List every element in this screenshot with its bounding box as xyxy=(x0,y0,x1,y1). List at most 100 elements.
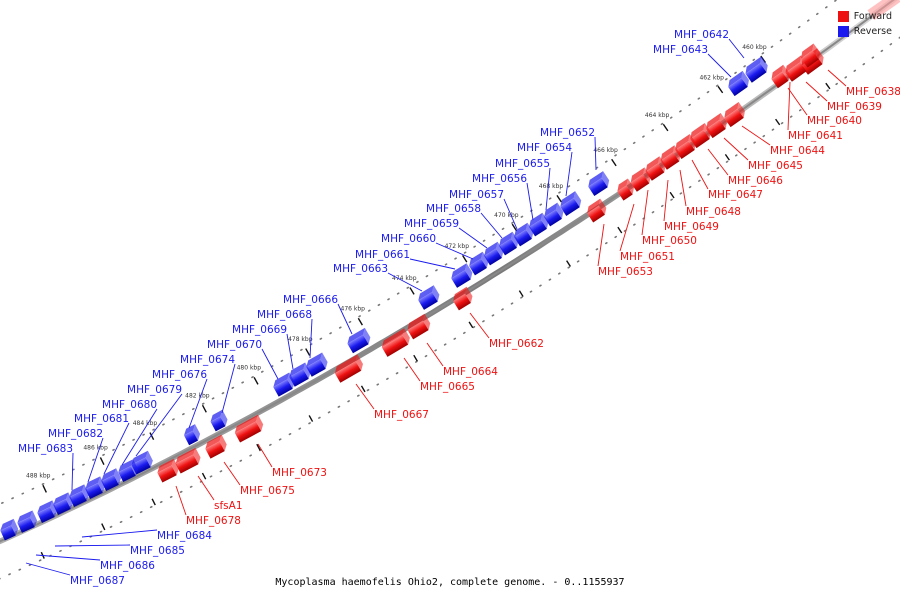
gene-label[interactable]: MHF_0640 xyxy=(807,115,862,127)
gene-sfsa1[interactable] xyxy=(173,447,203,474)
gene-label[interactable]: MHF_0643 xyxy=(653,44,708,56)
gene-mhf_0685[interactable] xyxy=(35,500,59,523)
gene-mhf_0644[interactable] xyxy=(721,101,747,128)
gene-label[interactable]: MHF_0645 xyxy=(748,160,803,172)
gene-label[interactable]: MHF_0662 xyxy=(489,338,544,350)
gene-mhf_0650[interactable] xyxy=(628,167,654,192)
gene-label[interactable]: MHF_0673 xyxy=(272,467,327,479)
legend-forward-label: Forward xyxy=(853,11,892,22)
gene-label[interactable]: MHF_0674 xyxy=(180,354,235,366)
gene-mhf_0682[interactable] xyxy=(83,476,107,500)
gene-mhf_0665[interactable] xyxy=(379,328,412,357)
gene-mhf_0657[interactable] xyxy=(511,222,536,247)
gene-mhf_0673[interactable] xyxy=(232,414,265,443)
gene-mhf_0659[interactable] xyxy=(481,241,506,266)
gene-mhf_0653[interactable] xyxy=(584,198,609,223)
gene-side-face xyxy=(741,70,749,87)
gene-label[interactable]: MHF_0647 xyxy=(708,189,763,201)
gene-label[interactable]: MHF_0650 xyxy=(642,235,697,247)
gene-label[interactable]: MHF_0649 xyxy=(664,221,719,233)
gene-front-face xyxy=(184,430,198,446)
gene-mhf_0667[interactable] xyxy=(332,354,365,383)
gene-top-face xyxy=(234,414,258,433)
gene-label[interactable]: MHF_0638 xyxy=(846,86,900,98)
gene-mhf_0662[interactable] xyxy=(451,286,476,311)
gene-mhf_0670[interactable] xyxy=(271,372,297,397)
gene-label[interactable]: MHF_0654 xyxy=(517,142,572,154)
gene-label[interactable]: MHF_0656 xyxy=(472,173,527,185)
gene-mhf_0656[interactable] xyxy=(526,212,551,237)
gene-mhf_0664[interactable] xyxy=(405,313,433,340)
minor-tick-mark xyxy=(308,415,314,422)
gene-mhf_0658[interactable] xyxy=(496,231,521,256)
gene-mhf_0651[interactable] xyxy=(615,178,637,201)
gene-label[interactable]: MHF_0665 xyxy=(420,381,475,393)
gene-label[interactable]: MHF_0641 xyxy=(788,130,843,142)
gene-label[interactable]: MHF_0653 xyxy=(598,266,653,278)
gene-label[interactable]: MHF_0676 xyxy=(152,369,207,381)
gene-top-face xyxy=(85,476,101,490)
gene-label[interactable]: MHF_0642 xyxy=(674,29,729,41)
gene-label[interactable]: MHF_0675 xyxy=(240,485,295,497)
gene-mhf_0641[interactable] xyxy=(798,43,823,68)
gene-label[interactable]: MHF_0682 xyxy=(48,428,103,440)
gene-mhf_0654[interactable] xyxy=(558,191,584,216)
gene-side-face xyxy=(363,327,371,345)
gene-label[interactable]: MHF_0646 xyxy=(728,175,783,187)
gene-label[interactable]: MHF_0678 xyxy=(186,515,241,527)
gene-label[interactable]: MHF_0651 xyxy=(620,251,675,263)
gene-label[interactable]: MHF_0661 xyxy=(355,249,410,261)
gene-label[interactable]: MHF_0680 xyxy=(102,399,157,411)
gene-mhf_0652[interactable] xyxy=(586,171,612,196)
gene-mhf_0678[interactable] xyxy=(155,458,181,483)
gene-mhf_0663[interactable] xyxy=(416,285,442,310)
gene-label[interactable]: MHF_0683 xyxy=(18,443,73,455)
gene-mhf_0668[interactable] xyxy=(304,352,330,377)
gene-mhf_0645[interactable] xyxy=(703,112,729,139)
gene-label[interactable]: MHF_0687 xyxy=(70,575,125,587)
gene-mhf_0675[interactable] xyxy=(203,434,229,459)
gene-label[interactable]: MHF_0652 xyxy=(540,127,595,139)
gene-label[interactable]: MHF_0666 xyxy=(283,294,338,306)
gene-mhf_0640[interactable] xyxy=(769,64,793,89)
gene-mhf_0680[interactable] xyxy=(116,459,140,483)
gene-mhf_0661[interactable] xyxy=(449,263,475,288)
gene-mhf_0684[interactable] xyxy=(51,492,75,515)
gene-label[interactable]: MHF_0664 xyxy=(443,366,498,378)
gene-label[interactable]: MHF_0685 xyxy=(130,545,185,557)
gene-label[interactable]: MHF_0667 xyxy=(374,409,429,421)
gene-label[interactable]: MHF_0686 xyxy=(100,560,155,572)
gene-label[interactable]: MHF_0658 xyxy=(426,203,481,215)
gene-top-face xyxy=(381,328,405,348)
gene-label[interactable]: MHF_0659 xyxy=(404,218,459,230)
gene-mhf_0681[interactable] xyxy=(99,468,123,492)
gene-label[interactable]: sfsA1 xyxy=(214,500,243,512)
gene-label[interactable]: MHF_0684 xyxy=(157,530,212,542)
gene-label[interactable]: MHF_0660 xyxy=(381,233,436,245)
gene-label[interactable]: MHF_0648 xyxy=(686,206,741,218)
gene-label[interactable]: MHF_0668 xyxy=(257,309,312,321)
gene-label[interactable]: MHF_0657 xyxy=(449,189,504,201)
leader-line xyxy=(723,137,749,161)
gene-side-face xyxy=(219,434,227,452)
gene-label[interactable]: MHF_0669 xyxy=(232,324,287,336)
gene-label[interactable]: MHF_0644 xyxy=(770,145,825,157)
gene-label[interactable]: MHF_0639 xyxy=(827,101,882,113)
gene-label[interactable]: MHF_0679 xyxy=(127,384,182,396)
gene-mhf_0676[interactable] xyxy=(182,424,203,446)
gene-mhf_0674[interactable] xyxy=(208,409,230,432)
gene-mhf_0687[interactable] xyxy=(0,518,20,541)
gene-mhf_0686[interactable] xyxy=(15,510,39,533)
gene-label[interactable]: MHF_0681 xyxy=(74,413,129,425)
gene-mhf_0666[interactable] xyxy=(345,327,373,354)
gene-mhf_0683[interactable] xyxy=(67,484,91,507)
gene-label[interactable]: MHF_0655 xyxy=(495,158,550,170)
gene-label[interactable]: MHF_0663 xyxy=(333,263,388,275)
gene-front-face xyxy=(175,454,199,474)
gene-label[interactable]: MHF_0670 xyxy=(207,339,262,351)
gene-mhf_0643[interactable] xyxy=(725,70,751,97)
gene-mhf_0660[interactable] xyxy=(467,251,492,276)
gene-mhf_0642[interactable] xyxy=(743,56,771,83)
gene-mhf_0655[interactable] xyxy=(541,202,566,227)
gene-top-face xyxy=(289,362,306,378)
